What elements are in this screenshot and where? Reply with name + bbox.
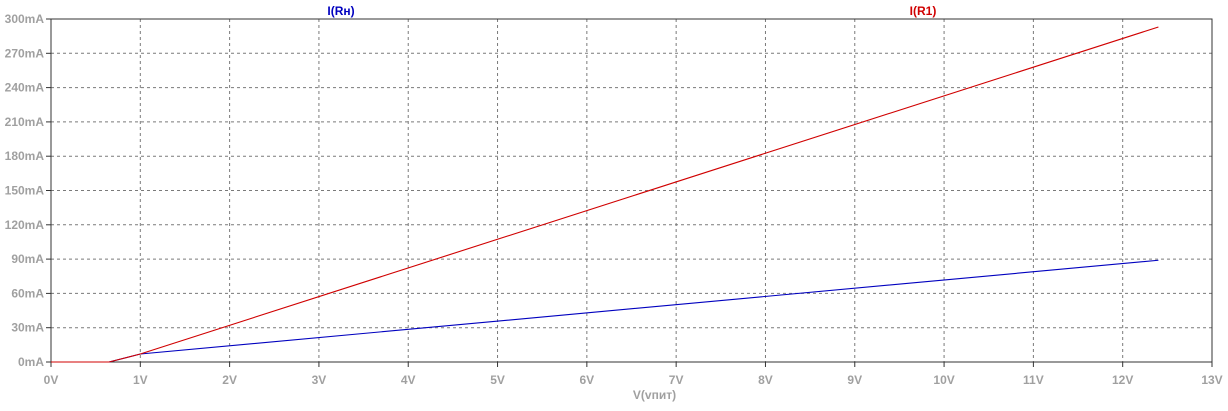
- y-tick-label: 210mA: [5, 115, 45, 129]
- x-tick-label: 4V: [401, 373, 416, 387]
- y-tick-label: 150mA: [5, 184, 45, 198]
- x-axis-ticks: 0V 1V 2V 3V 4V 5V 6V 7V 8V 9V 10V 11V 12V 13V: [44, 362, 1223, 387]
- y-tick-label: 30mA: [11, 321, 44, 335]
- x-tick-label: 5V: [490, 373, 505, 387]
- y-tick-label: 240mA: [5, 81, 45, 95]
- x-axis-label: V(vпит): [633, 388, 676, 402]
- legend-entry-2: I(R1): [910, 4, 937, 18]
- x-tick-label: 2V: [222, 373, 237, 387]
- y-tick-label: 180mA: [5, 149, 45, 163]
- legend: I(Rн) I(R1): [327, 4, 936, 18]
- x-tick-label: 8V: [758, 373, 773, 387]
- y-tick-label: 270mA: [5, 46, 45, 60]
- y-tick-label: 120mA: [5, 218, 45, 232]
- y-tick-label: 60mA: [11, 286, 44, 300]
- x-tick-label: 11V: [1023, 373, 1044, 387]
- y-axis-ticks: 0mA 30mA 60mA 90mA 120mA 150mA 180mA 210mA 240mA…: [5, 12, 51, 369]
- y-tick-label: 0mA: [18, 355, 44, 369]
- grid: [51, 19, 1212, 362]
- series: [51, 26, 1159, 363]
- x-tick-label: 10V: [933, 373, 954, 387]
- x-tick-label: 7V: [669, 373, 684, 387]
- x-tick-label: 13V: [1201, 373, 1222, 387]
- x-tick-label: 0V: [44, 373, 59, 387]
- x-tick-label: 1V: [133, 373, 148, 387]
- x-tick-label: 12V: [1112, 373, 1133, 387]
- series-line-2: [51, 26, 1159, 363]
- x-tick-label: 9V: [847, 373, 862, 387]
- x-tick-label: 6V: [580, 373, 595, 387]
- series-line-1: [51, 259, 1159, 363]
- y-tick-label: 300mA: [5, 12, 45, 26]
- legend-entry-1: I(Rн): [327, 4, 354, 18]
- x-tick-label: 3V: [312, 373, 327, 387]
- y-tick-label: 90mA: [11, 252, 44, 266]
